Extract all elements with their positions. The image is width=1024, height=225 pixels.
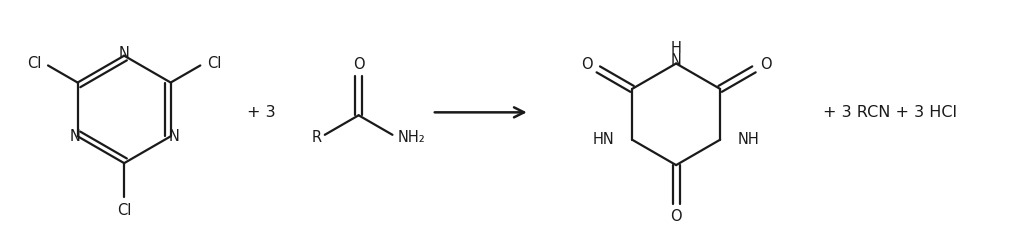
- Text: HN: HN: [593, 132, 614, 147]
- Text: + 3: + 3: [247, 105, 275, 120]
- Text: N: N: [70, 129, 80, 144]
- Text: N: N: [119, 46, 130, 61]
- Text: O: O: [353, 57, 365, 72]
- Text: Cl: Cl: [117, 202, 131, 218]
- Text: R: R: [312, 130, 322, 145]
- Text: O: O: [581, 57, 592, 72]
- Text: + 3 RCN + 3 HCl: + 3 RCN + 3 HCl: [822, 105, 956, 120]
- Text: O: O: [760, 57, 771, 72]
- Text: N: N: [168, 129, 179, 144]
- Text: O: O: [671, 209, 682, 224]
- Text: Cl: Cl: [28, 56, 42, 71]
- Text: NH: NH: [737, 132, 760, 147]
- Text: N: N: [671, 53, 682, 68]
- Text: H: H: [671, 41, 682, 56]
- Text: NH₂: NH₂: [397, 130, 425, 145]
- Text: Cl: Cl: [207, 56, 221, 71]
